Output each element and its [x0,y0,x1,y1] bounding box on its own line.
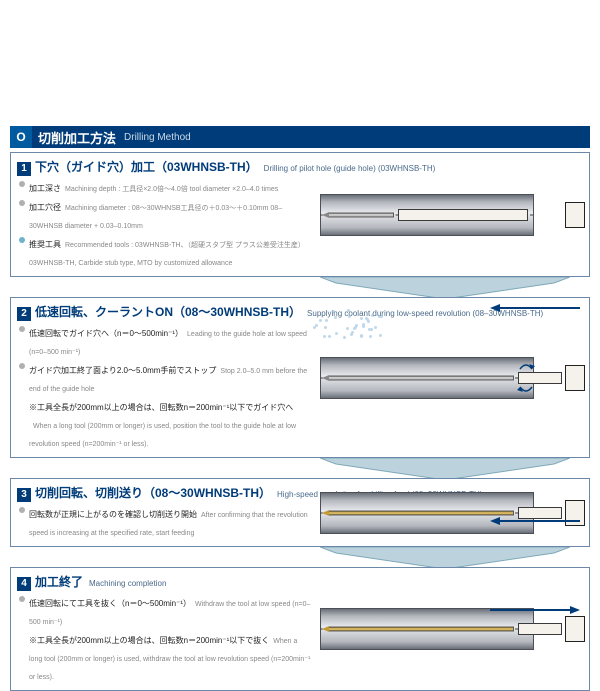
line-text: ※工具全長が200mm以上の場合は、回転数n＝200min⁻¹以下でガイド穴へ W… [29,397,311,451]
step-title-jp: 低速回転、クーラントON（08～30WHNSB-TH） [35,303,301,320]
step-2: 2低速回転、クーラントON（08～30WHNSB-TH）Supplying co… [10,297,590,458]
line-jp: 低速回転でガイド穴へ（n＝0～500min⁻¹） [29,329,183,338]
line-text: 推奨工具Recommended tools : 03WHNSB-TH、（超硬スタ… [29,234,311,270]
line-jp: 加工穴径 [29,203,61,212]
step-illustration [320,572,585,686]
line-text: 加工穴径Machining diameter : 08～30WHNSB工具径の＋… [29,197,311,233]
step-lines: 低速回転にて工具を抜く（n＝0～500min⁻¹）Withdraw the to… [17,593,311,684]
step-line: ガイド穴加工終了面より2.0～5.0mm手前でストップStop 2.0–5.0 … [19,360,311,396]
bullet-dot-icon [19,596,25,602]
line-jp: 回転数が正規に上がるのを確認し切削送り開始 [29,510,197,519]
bullet-dot-icon [19,326,25,332]
line-en: When a long tool (200mm or longer) is us… [29,423,296,448]
bullet-dot-icon [19,237,25,243]
header-title-jp: 切削加工方法 [38,128,116,147]
step-lines: 加工深さ Machining depth : 工具径×2.0倍～4.0倍 tool… [17,178,311,270]
step-arrow-icon [320,277,570,299]
drill-bit [328,627,514,632]
step-lines: 回転数が正規に上がるのを確認し切削送り開始After confirming th… [17,504,311,540]
step-arrow-icon [320,547,570,569]
step-illustration [320,483,585,542]
header-title-en: Drilling Method [124,132,191,143]
spindle-block [565,616,585,642]
step-title-jp: 加工終了 [35,573,83,590]
line-text: ガイド穴加工終了面より2.0～5.0mm手前でストップStop 2.0–5.0 … [29,360,311,396]
line-en: Machining diameter : 08～30WHNSB工具径の＋0.03… [29,205,282,230]
step-text-column: 回転数が正規に上がるのを確認し切削送り開始After confirming th… [17,504,311,540]
line-en: Recommended tools : 03WHNSB-TH、（超硬スタブ型 プ… [29,242,305,267]
line-jp: ガイド穴加工終了面より2.0～5.0mm手前でストップ [29,366,216,375]
section-header: O 切削加工方法 Drilling Method [10,126,590,148]
step-number-badge: 1 [17,162,31,176]
coolant-spray-icon [310,308,390,338]
step-1: 1下穴（ガイド穴）加工（03WHNSB-TH）Drilling of pilot… [10,152,590,277]
step-number-badge: 4 [17,577,31,591]
line-text: 加工深さ Machining depth : 工具径×2.0倍～4.0倍 tool… [29,178,278,196]
drill-bit [328,212,394,217]
step-line: 加工穴径Machining diameter : 08～30WHNSB工具径の＋… [19,197,311,233]
step-3: 3切削回転、切削送り（08～30WHNSB-TH）High-speed revo… [10,478,590,547]
line-en: Machining depth : 工具径×2.0倍～4.0倍 tool dia… [65,186,278,193]
step-text-column: 低速回転でガイド穴へ（n＝0～500min⁻¹）Leading to the g… [17,323,311,451]
bullet-dot-icon [19,363,25,369]
spindle-block [565,202,585,228]
feed-arrow-icon [490,304,580,312]
drill-bit [328,510,514,515]
line-text: 回転数が正規に上がるのを確認し切削送り開始After confirming th… [29,504,311,540]
step-arrow-icon [320,458,570,480]
line-text: ※工具全長が200mm以上の場合は、回転数n＝200min⁻¹以下で抜くWhen… [29,630,311,684]
step-number-badge: 3 [17,488,31,502]
bullet-dot-icon [19,507,25,513]
line-jp: 推奨工具 [29,240,61,249]
step-illustration [320,302,585,453]
step-line: ※工具全長が200mm以上の場合は、回転数n＝200min⁻¹以下で抜くWhen… [19,630,311,684]
step-line: 加工深さ Machining depth : 工具径×2.0倍～4.0倍 tool… [19,178,311,196]
rotation-arrows-icon [516,361,536,395]
step-text-column: 加工深さ Machining depth : 工具径×2.0倍～4.0倍 tool… [17,178,311,270]
line-text: 低速回転でガイド穴へ（n＝0～500min⁻¹）Leading to the g… [29,323,311,359]
drill-shank [518,623,562,635]
spindle-block [565,365,585,391]
step-line: 低速回転にて工具を抜く（n＝0～500min⁻¹）Withdraw the to… [19,593,311,629]
step-title-jp: 切削回転、切削送り（08～30WHNSB-TH） [35,484,271,501]
step-number-badge: 2 [17,307,31,321]
line-text: 低速回転にて工具を抜く（n＝0～500min⁻¹）Withdraw the to… [29,593,311,629]
page-root: O 切削加工方法 Drilling Method 1 下穴（ガイド穴）加工（03WHNS… [0,0,600,600]
step-4: 4 加工終了 Machining completion 低速回転にて工具を抜く（n＝0… [10,567,590,691]
line-jp: ※工具全長が200mm以上の場合は、回転数n＝200min⁻¹以下でガイド穴へ [29,403,293,412]
step-title-jp: 下穴（ガイド穴）加工（03WHNSB-TH） [35,158,258,175]
step-line: 推奨工具Recommended tools : 03WHNSB-TH、（超硬スタ… [19,234,311,270]
step-line: ※工具全長が200mm以上の場合は、回転数n＝200min⁻¹以下でガイド穴へ W… [19,397,311,451]
drill-shank [518,507,562,519]
step-title-en: Machining completion [89,579,166,588]
step-lines: 低速回転でガイド穴へ（n＝0～500min⁻¹）Leading to the g… [17,323,311,451]
drill-tip [322,212,329,218]
drill-bit [328,375,514,380]
step-illustration [320,157,585,272]
bullet-dot-icon [19,200,25,206]
line-jp: 低速回転にて工具を抜く（n＝0～500min⁻¹） [29,599,191,608]
step-line: 回転数が正規に上がるのを確認し切削送り開始After confirming th… [19,504,311,540]
spindle-block [565,500,585,526]
line-jp: 加工深さ [29,184,61,193]
step-line: 低速回転でガイド穴へ（n＝0～500min⁻¹）Leading to the g… [19,323,311,359]
drill-shank [398,209,528,221]
step-text-column: 低速回転にて工具を抜く（n＝0～500min⁻¹）Withdraw the to… [17,593,311,684]
drill-tip [322,626,329,632]
line-jp: ※工具全長が200mm以上の場合は、回転数n＝200min⁻¹以下で抜く [29,636,269,645]
drill-tip [322,375,329,381]
header-o-icon: O [10,126,32,148]
bullet-dot-icon [19,181,25,187]
drill-tip [322,510,329,516]
